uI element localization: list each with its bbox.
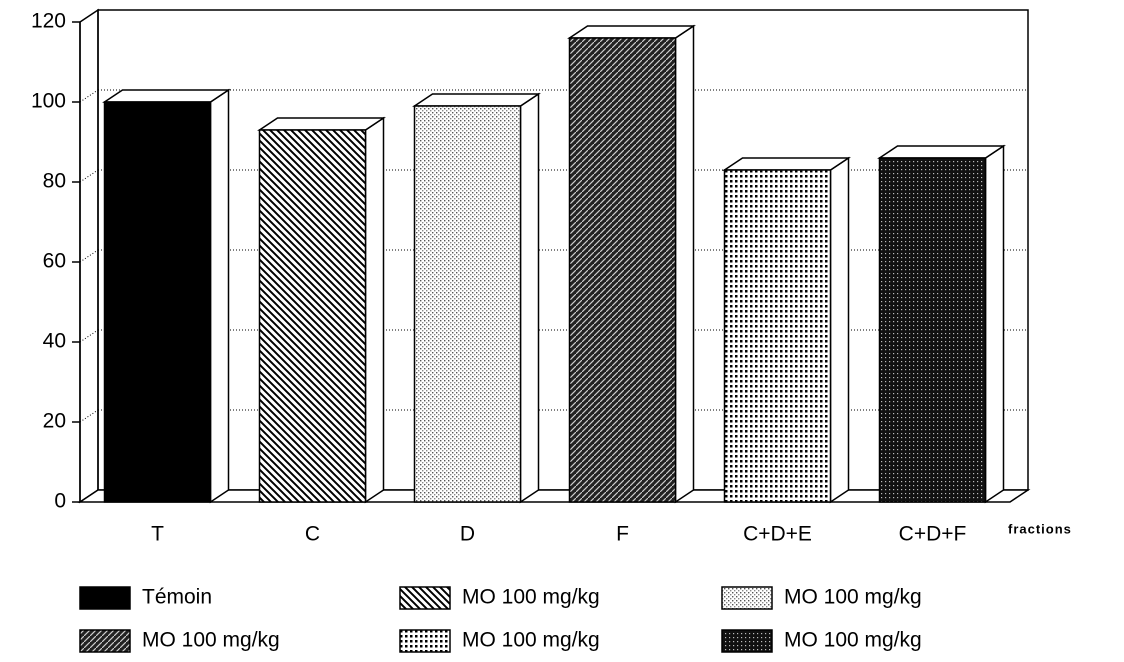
y-tick-label: 20 (43, 410, 66, 433)
bar (568, 37, 677, 503)
legend-swatch (721, 586, 773, 610)
bar-side (829, 156, 850, 504)
x-axis-label: fractions (1008, 521, 1072, 536)
legend-label: MO 100 mg/kg (462, 629, 600, 652)
bar (878, 157, 987, 503)
bar-side (674, 24, 695, 504)
legend-swatch (721, 629, 773, 653)
bar-side (519, 92, 540, 504)
y-tick-label: 40 (43, 330, 66, 353)
x-tick-label: F (616, 523, 629, 546)
grid-line-side (79, 409, 99, 423)
bar (258, 129, 367, 503)
legend-label: MO 100 mg/kg (784, 629, 922, 652)
legend-swatch (399, 629, 451, 653)
y-tick-label: 0 (54, 490, 66, 513)
x-tick-label: T (151, 523, 164, 546)
x-tick-label: C+D+E (743, 523, 812, 546)
bar-side (209, 88, 230, 504)
bar-side (984, 144, 1005, 504)
bar (723, 169, 832, 503)
grid-line-side (79, 89, 99, 103)
grid-line-side (79, 9, 99, 23)
legend-label: Témoin (142, 586, 212, 609)
bar-top (877, 145, 1006, 159)
bar-top (102, 89, 231, 103)
grid-line-side (79, 489, 99, 503)
bar-side (364, 116, 385, 504)
legend-label: MO 100 mg/kg (462, 586, 600, 609)
x-tick-label: C (305, 523, 320, 546)
y-tick-label: 120 (31, 10, 66, 33)
legend-swatch (79, 629, 131, 653)
y-tick-label: 60 (43, 250, 66, 273)
bar-top (257, 117, 386, 131)
y-tick-label: 100 (31, 90, 66, 113)
grid-line-side (79, 169, 99, 183)
bar (413, 105, 522, 503)
legend-label: MO 100 mg/kg (142, 629, 280, 652)
y-tick-label: 80 (43, 170, 66, 193)
x-tick-label: C+D+F (899, 523, 967, 546)
legend-swatch (399, 586, 451, 610)
x-tick-label: D (460, 523, 475, 546)
side-wall (79, 8, 99, 504)
bar (103, 101, 212, 503)
bar-top (567, 25, 696, 39)
bar-top (412, 93, 541, 107)
grid-line-side (79, 329, 99, 343)
legend-label: MO 100 mg/kg (784, 586, 922, 609)
bar-top (722, 157, 851, 171)
grid-line-side (79, 249, 99, 263)
legend-swatch (79, 586, 131, 610)
